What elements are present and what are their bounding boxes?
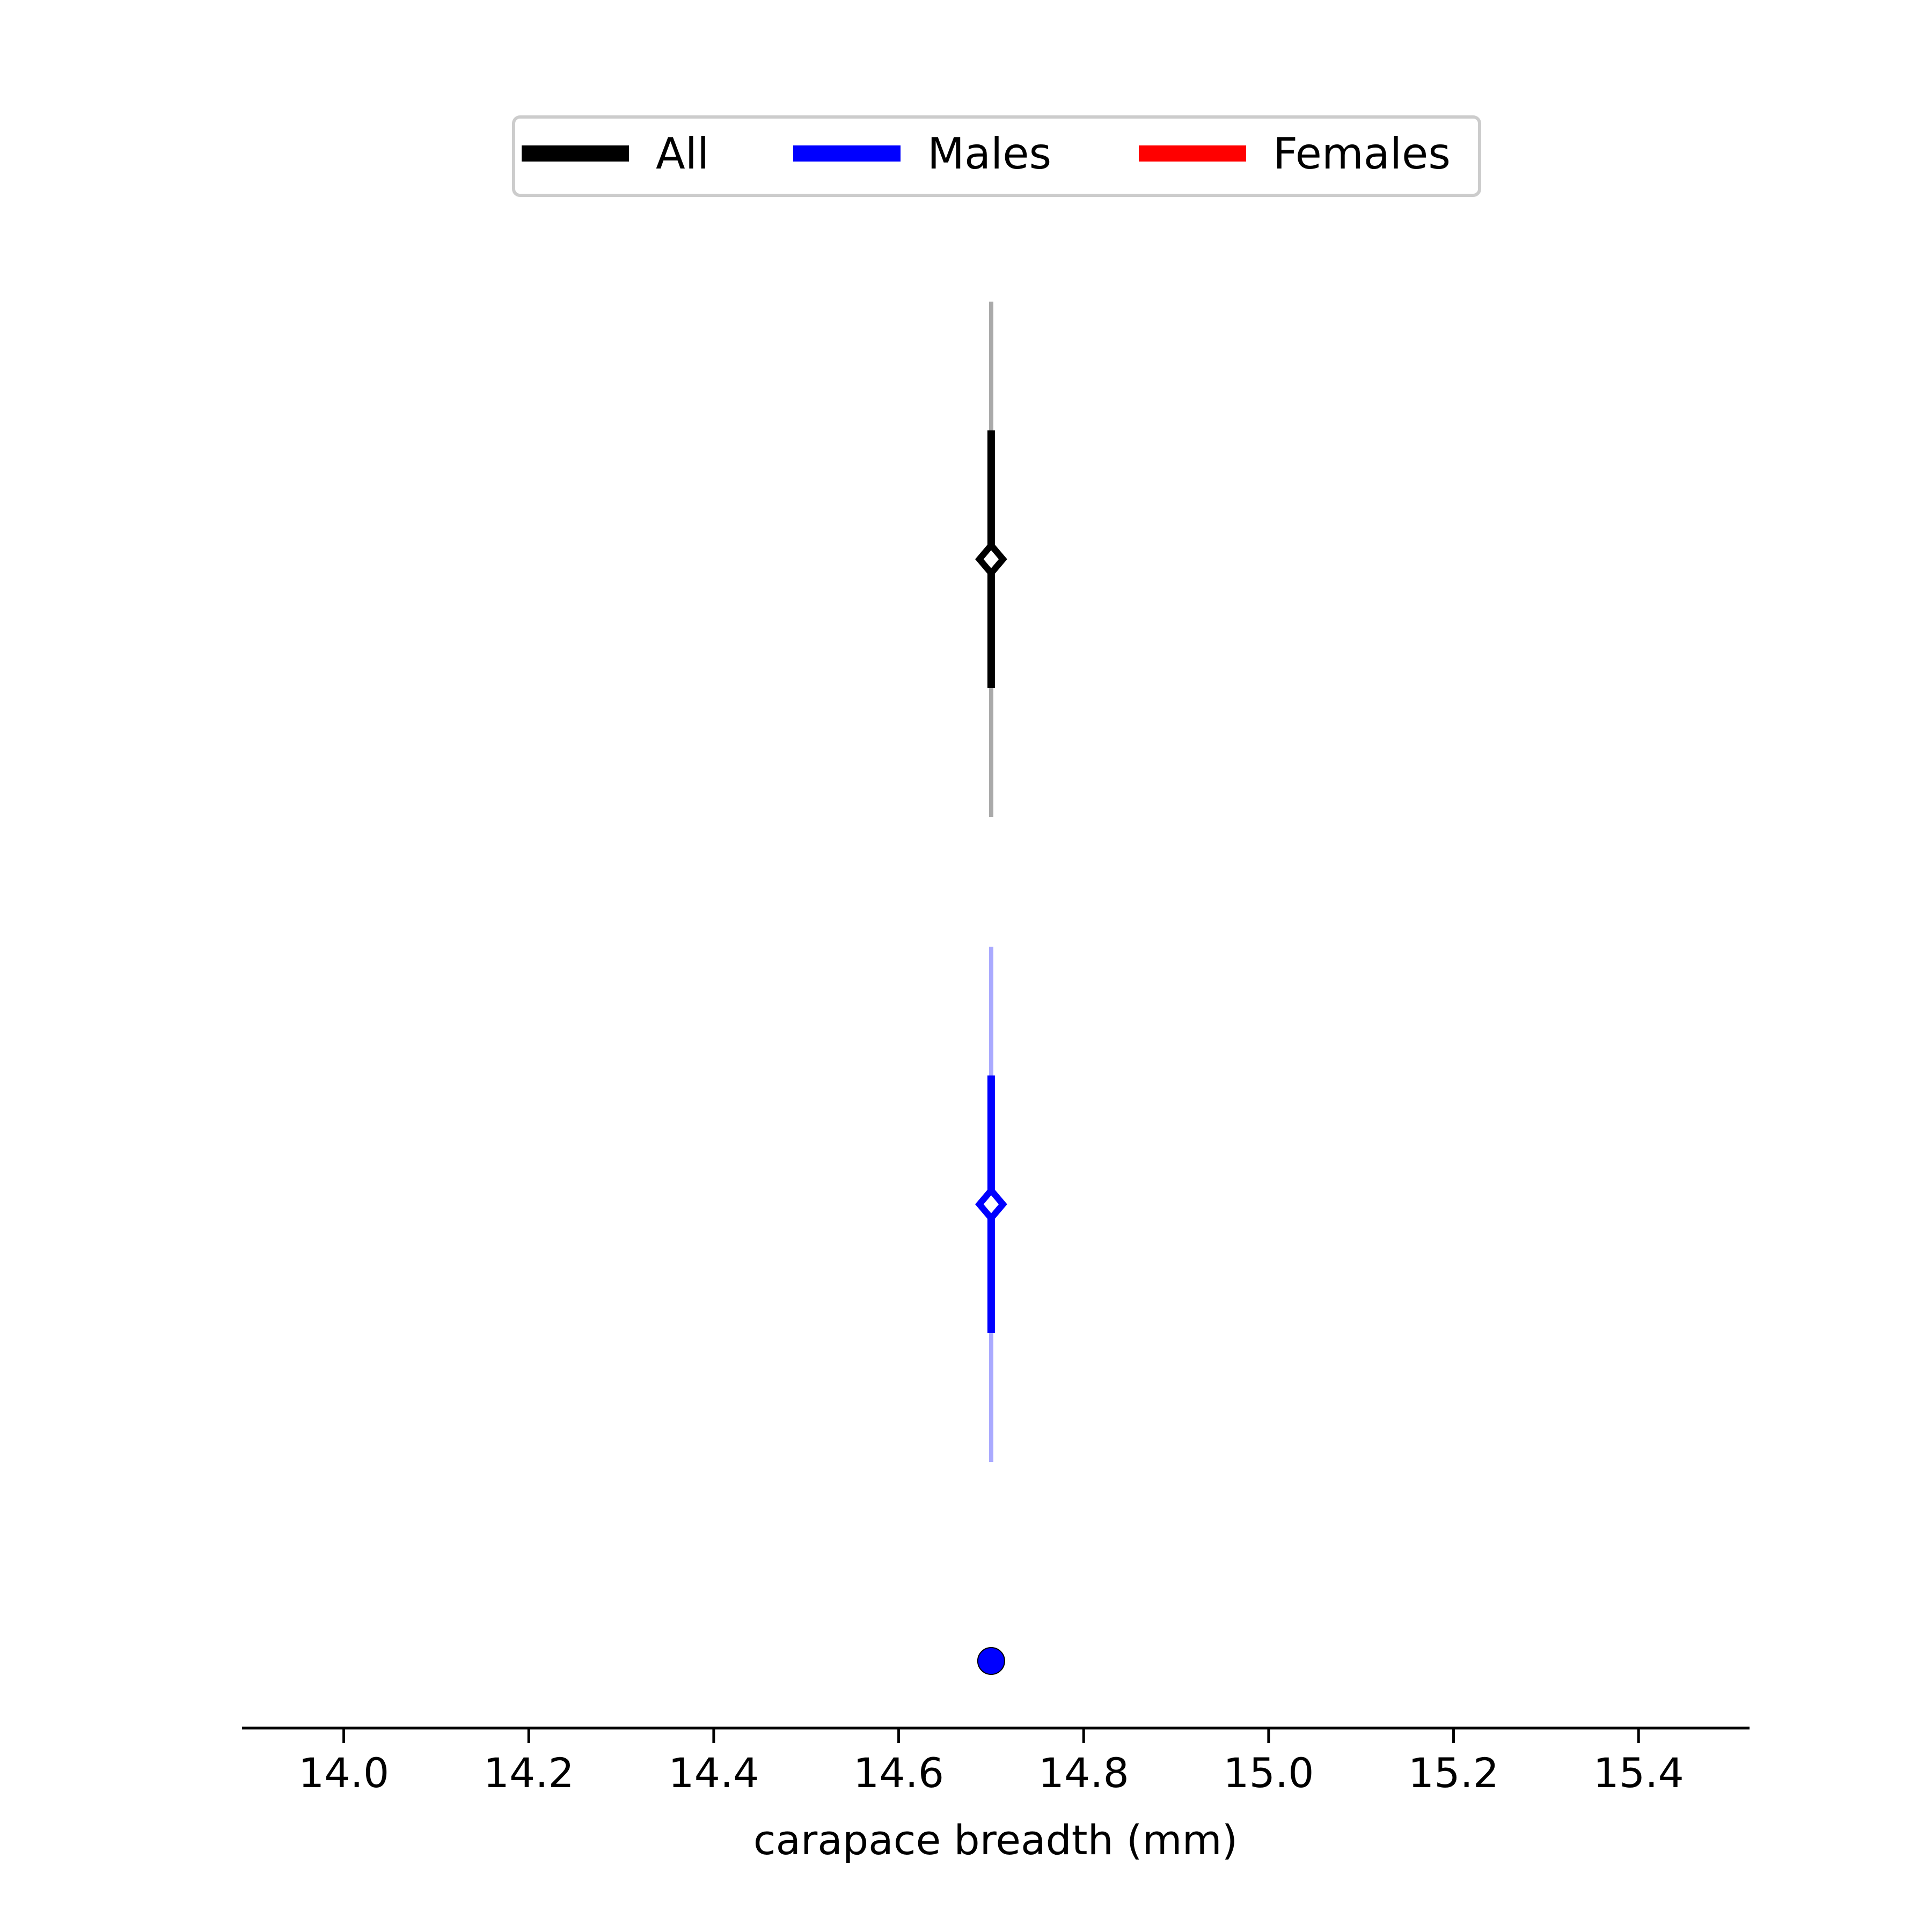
- legend-frame: [512, 115, 1481, 197]
- legend-label-all: All: [656, 129, 709, 179]
- legend-label-males: Males: [927, 129, 1051, 179]
- series-all: [975, 302, 1007, 817]
- x-ticks: 14.0 14.2 14.4 14.6 14.8 15.0 15.2 15.4: [298, 1728, 1684, 1797]
- x-tick-label: 15.2: [1408, 1749, 1499, 1797]
- x-tick-label: 15.4: [1593, 1749, 1684, 1797]
- x-tick-label: 14.4: [668, 1749, 759, 1797]
- males-median-marker: [975, 1185, 1007, 1224]
- x-axis-title: carapace breadth (mm): [753, 1816, 1238, 1864]
- plot-area: [975, 302, 1007, 1675]
- all-median-marker: [975, 540, 1007, 579]
- x-tick-label: 14.8: [1038, 1749, 1129, 1797]
- series-males: [975, 947, 1007, 1675]
- legend-label-females: Females: [1273, 129, 1451, 179]
- x-axis: 14.0 14.2 14.4 14.6 14.8 15.0 15.2 15.4 carapac…: [242, 1726, 1750, 1864]
- x-tick-label: 14.2: [484, 1749, 574, 1797]
- x-tick-label: 15.0: [1223, 1749, 1314, 1797]
- legend: All Males Females: [512, 115, 1481, 197]
- x-tick-label: 14.0: [298, 1749, 389, 1797]
- males-data-point: [977, 1647, 1005, 1675]
- x-tick-label: 14.6: [853, 1749, 944, 1797]
